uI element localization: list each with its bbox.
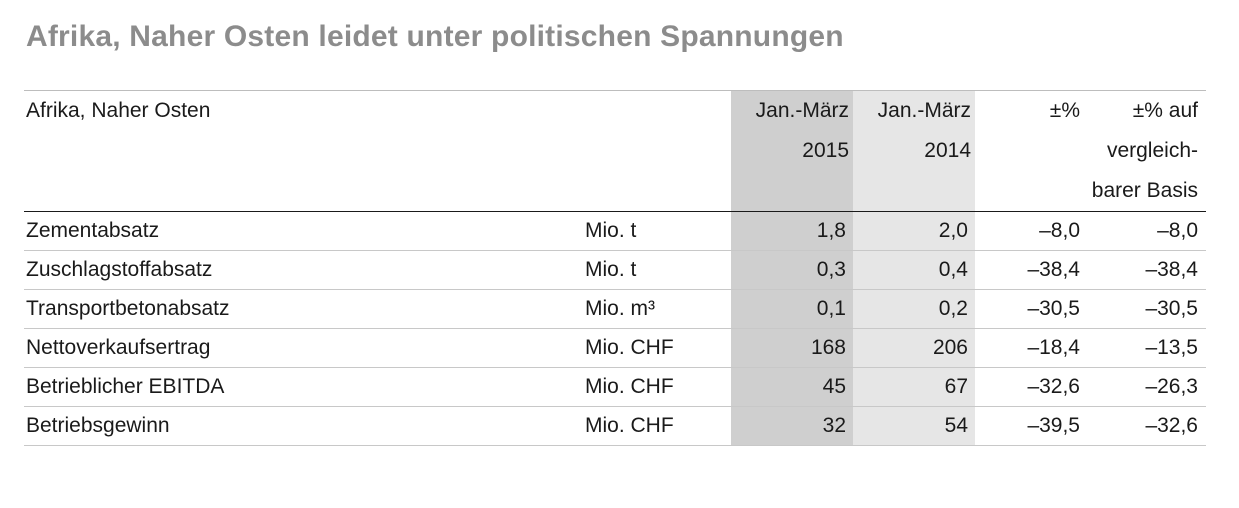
row-unit: Mio. CHF <box>585 406 731 446</box>
table-row: Zuschlagstoffabsatz Mio. t 0,3 0,4 –38,4… <box>24 250 1206 290</box>
row-change-comparable: –13,5 <box>1089 328 1206 368</box>
row-value-2014: 206 <box>853 328 975 368</box>
row-change-comparable: –38,4 <box>1089 250 1206 290</box>
row-label: Zementabsatz <box>24 211 585 251</box>
results-table: Afrika, Naher Osten Jan.-März 2015 Jan.-… <box>24 90 1206 446</box>
row-change-pct: –18,4 <box>975 328 1089 368</box>
header-2015-line2: 2015 <box>802 139 849 162</box>
row-value-2015: 32 <box>731 406 853 446</box>
table-row: Zementabsatz Mio. t 1,8 2,0 –8,0 –8,0 <box>24 211 1206 251</box>
header-comparable-line3: barer Basis <box>1091 179 1198 202</box>
table-row: Betrieblicher EBITDA Mio. CHF 45 67 –32,… <box>24 367 1206 407</box>
row-change-comparable: –26,3 <box>1089 367 1206 407</box>
row-change-pct: –39,5 <box>975 406 1089 446</box>
row-label: Zuschlagstoffabsatz <box>24 250 585 290</box>
table-row: Betriebsgewinn Mio. CHF 32 54 –39,5 –32,… <box>24 406 1206 446</box>
row-value-2014: 0,2 <box>853 289 975 329</box>
header-2015: Jan.-März 2015 <box>731 90 853 212</box>
row-value-2015: 1,8 <box>731 211 853 251</box>
page-title: Afrika, Naher Osten leidet unter politis… <box>26 20 844 53</box>
row-value-2014: 2,0 <box>853 211 975 251</box>
row-label: Nettoverkaufsertrag <box>24 328 585 368</box>
row-unit: Mio. t <box>585 250 731 290</box>
row-value-2015: 45 <box>731 367 853 407</box>
header-2014-line2: 2014 <box>924 139 971 162</box>
row-unit: Mio. m³ <box>585 289 731 329</box>
row-change-pct: –32,6 <box>975 367 1089 407</box>
header-2014: Jan.-März 2014 <box>853 90 975 212</box>
header-unit <box>585 91 731 212</box>
row-value-2015: 168 <box>731 328 853 368</box>
row-change-comparable: –8,0 <box>1089 211 1206 251</box>
row-change-pct: –38,4 <box>975 250 1089 290</box>
row-unit: Mio. CHF <box>585 328 731 368</box>
row-change-pct: –8,0 <box>975 211 1089 251</box>
table-row: Transportbetonabsatz Mio. m³ 0,1 0,2 –30… <box>24 289 1206 329</box>
row-value-2015: 0,3 <box>731 250 853 290</box>
row-value-2015: 0,1 <box>731 289 853 329</box>
row-change-pct: –30,5 <box>975 289 1089 329</box>
row-unit: Mio. t <box>585 211 731 251</box>
table-row: Nettoverkaufsertrag Mio. CHF 168 206 –18… <box>24 328 1206 368</box>
header-comparable-line1: ±% auf <box>1132 99 1198 122</box>
row-label: Betriebsgewinn <box>24 406 585 446</box>
row-label: Transportbetonabsatz <box>24 289 585 329</box>
row-label: Betrieblicher EBITDA <box>24 367 585 407</box>
table-header-row: Afrika, Naher Osten Jan.-März 2015 Jan.-… <box>24 90 1206 212</box>
header-region-label: Afrika, Naher Osten <box>26 99 211 122</box>
row-change-comparable: –32,6 <box>1089 406 1206 446</box>
header-pct: ±% <box>1049 99 1080 122</box>
header-comparable: ±% auf vergleich- barer Basis <box>1089 91 1206 212</box>
row-unit: Mio. CHF <box>585 367 731 407</box>
row-value-2014: 67 <box>853 367 975 407</box>
row-change-comparable: –30,5 <box>1089 289 1206 329</box>
header-comparable-line2: vergleich- <box>1106 139 1198 162</box>
row-value-2014: 0,4 <box>853 250 975 290</box>
row-value-2014: 54 <box>853 406 975 446</box>
header-2015-line1: Jan.-März <box>755 99 849 122</box>
header-2014-line1: Jan.-März <box>877 99 971 122</box>
